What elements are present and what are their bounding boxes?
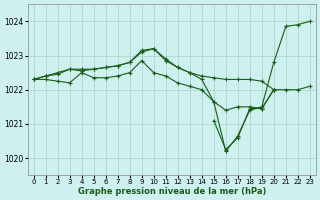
X-axis label: Graphe pression niveau de la mer (hPa): Graphe pression niveau de la mer (hPa) [77, 187, 266, 196]
